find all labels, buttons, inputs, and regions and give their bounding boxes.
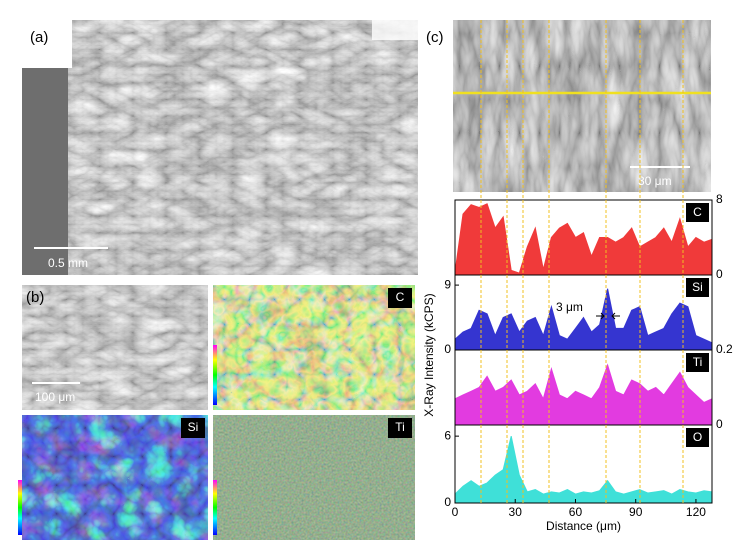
y-tick-label: 6 bbox=[444, 428, 451, 442]
substrate bbox=[22, 68, 68, 275]
x-axis-label: Distance (μm) bbox=[546, 519, 621, 533]
map-label: C bbox=[396, 290, 405, 304]
y-tick-label: 0 bbox=[716, 417, 723, 431]
element-label: O bbox=[693, 430, 702, 444]
sem-image bbox=[453, 20, 711, 192]
panel-label: (a) bbox=[30, 29, 48, 46]
y-tick-label: 0 bbox=[444, 342, 451, 356]
scale-bar-label: 0.5 mm bbox=[48, 256, 88, 270]
y-tick-label: 0.2 bbox=[716, 342, 733, 356]
x-tick-label: 60 bbox=[569, 505, 583, 519]
area bbox=[455, 436, 712, 503]
label-box bbox=[686, 278, 709, 297]
background bbox=[22, 20, 72, 68]
element-label: Si bbox=[692, 280, 703, 294]
panel-label: (b) bbox=[26, 289, 44, 306]
color-bar bbox=[213, 480, 217, 535]
label-box bbox=[686, 353, 709, 372]
area bbox=[455, 288, 712, 350]
y-tick-label: 0 bbox=[444, 495, 451, 509]
scale-bar-label: 100 μm bbox=[35, 390, 75, 404]
y-tick-label: 8 bbox=[716, 192, 723, 206]
x-tick-label: 90 bbox=[629, 505, 643, 519]
area bbox=[455, 203, 712, 275]
y-tick-label: 0 bbox=[716, 267, 723, 281]
label-box bbox=[686, 428, 709, 447]
x-tick-label: 0 bbox=[452, 505, 459, 519]
sem-image bbox=[22, 285, 208, 410]
map-label: Si bbox=[188, 420, 199, 434]
line bbox=[454, 363, 713, 404]
label-box bbox=[388, 288, 412, 308]
annotation-arrow bbox=[596, 312, 620, 320]
element-label: C bbox=[693, 205, 702, 219]
line-profiles: 0 8C X-Ray Intensity (kCPS) 0 9 Si 3 μm 0 0.2 Ti 0… bbox=[422, 192, 733, 533]
element-map bbox=[213, 285, 415, 410]
label-box bbox=[686, 203, 709, 222]
guide-lines bbox=[480, 20, 684, 503]
x-tick-label: 120 bbox=[686, 505, 706, 519]
annotation: 3 μm bbox=[556, 300, 583, 314]
element-map bbox=[22, 415, 208, 540]
y-axis-label: X-Ray Intensity (kCPS) bbox=[422, 293, 436, 416]
line bbox=[454, 203, 713, 274]
line bbox=[454, 288, 713, 344]
element-map bbox=[213, 415, 415, 540]
background bbox=[372, 20, 418, 40]
plot-frame bbox=[454, 424, 713, 504]
y-tick-label: 9 bbox=[444, 277, 451, 291]
panel-label: (c) bbox=[426, 29, 444, 46]
x-tick-label: 30 bbox=[509, 505, 523, 519]
color-bar bbox=[213, 345, 217, 405]
color-bar bbox=[18, 480, 22, 535]
label-box bbox=[388, 418, 412, 438]
line bbox=[454, 435, 713, 495]
sem-image bbox=[22, 20, 418, 275]
element-label: Ti bbox=[693, 355, 703, 369]
map-label: Ti bbox=[395, 420, 405, 434]
label-box bbox=[181, 418, 205, 438]
scale-bar-label: 30 μm bbox=[638, 174, 672, 188]
